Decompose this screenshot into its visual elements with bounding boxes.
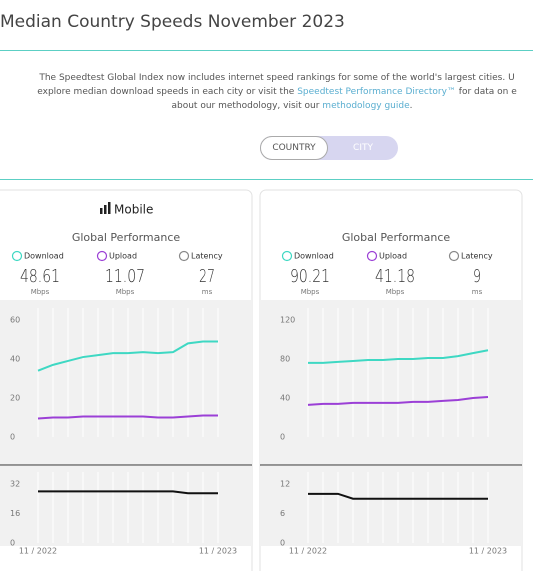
- metric-icon: [448, 250, 460, 262]
- metric-icon: [366, 250, 378, 262]
- chart-bg: [260, 466, 522, 546]
- chart-bg: [260, 300, 522, 465]
- panel-subtitle: Global Performance: [72, 231, 181, 244]
- line-series: [307, 396, 489, 406]
- metric-value: 41.18: [375, 266, 415, 287]
- metric-unit: Mbps: [31, 288, 50, 296]
- y-tick-label: 40: [280, 394, 290, 403]
- metric-value: 48.61: [20, 266, 60, 287]
- metric-label: Upload: [109, 252, 137, 261]
- y-tick-label: 6: [280, 509, 285, 518]
- notice: The Speedtest Global Index now includes …: [0, 50, 533, 180]
- panel-subtitle: Global Performance: [342, 231, 451, 244]
- x-tick-label: 11 / 2023: [199, 547, 237, 556]
- metric-unit: ms: [202, 288, 213, 296]
- text: for data on e: [455, 87, 517, 97]
- link[interactable]: Speedtest Performance Directory™: [297, 87, 456, 97]
- icon: [108, 202, 111, 214]
- chart-bg: [0, 466, 252, 546]
- metric-unit: Mbps: [386, 288, 405, 296]
- link[interactable]: methodology guide: [322, 101, 410, 111]
- metric-value: 27: [199, 266, 215, 287]
- icon: [100, 208, 103, 214]
- metric-icon: [96, 250, 108, 262]
- line-series: [308, 492, 488, 500]
- line-series: [37, 340, 218, 372]
- metric-value: 9: [473, 266, 481, 287]
- x-tick-label: 11 / 2022: [289, 547, 327, 556]
- text: .: [409, 101, 413, 111]
- toggle-option[interactable]: COUNTRY: [260, 136, 328, 160]
- y-tick-label: 80: [280, 355, 290, 364]
- notice-line: about our methodology, visit our methodo…: [0, 99, 533, 113]
- text: about our methodology, visit our: [171, 101, 323, 111]
- metric-label: Download: [294, 252, 334, 261]
- metric-label: Download: [24, 252, 64, 261]
- line-series: [308, 349, 489, 364]
- metric-label: Latency: [191, 252, 223, 261]
- y-tick-label: 120: [280, 316, 295, 325]
- y-tick-label: 0: [280, 433, 285, 442]
- metric-unit: Mbps: [116, 288, 135, 296]
- toggle[interactable]: COUNTRY CITY: [260, 136, 398, 160]
- metric-unit: ms: [472, 288, 483, 296]
- notice-line: explore median download speeds in each c…: [0, 85, 533, 99]
- icon: [104, 205, 107, 214]
- metric-value: 11.07: [105, 266, 145, 287]
- line-series: [38, 490, 218, 495]
- y-tick-label: 60: [10, 316, 20, 325]
- text: explore median download speeds in each c…: [37, 87, 298, 97]
- x-tick-label: 11 / 2022: [19, 547, 57, 556]
- y-tick-label: 12: [280, 480, 290, 489]
- y-tick-label: 0: [10, 433, 15, 442]
- y-tick-label: 20: [10, 394, 20, 403]
- notice-line: The Speedtest Global Index now includes …: [39, 73, 515, 83]
- x-tick-label: 11 / 2023: [469, 547, 507, 556]
- metric-label: Upload: [379, 252, 407, 261]
- y-tick-label: 0: [280, 539, 285, 548]
- metric-label: Latency: [461, 252, 493, 261]
- line-series: [37, 414, 218, 420]
- metric-icon: [178, 250, 190, 262]
- metric-value: 90.21: [290, 266, 330, 287]
- metric-unit: Mbps: [301, 288, 320, 296]
- metric-icon: [11, 250, 23, 262]
- metric-icon: [281, 250, 293, 262]
- page-title: Median Country Speeds November 2023: [0, 12, 345, 32]
- panel-title: Mobile: [114, 203, 153, 217]
- y-tick-label: 16: [10, 509, 20, 518]
- y-tick-label: 40: [10, 355, 20, 364]
- chart-bg: [0, 300, 252, 465]
- y-tick-label: 0: [10, 539, 15, 548]
- y-tick-label: 32: [10, 480, 20, 489]
- toggle-option[interactable]: CITY: [353, 143, 373, 153]
